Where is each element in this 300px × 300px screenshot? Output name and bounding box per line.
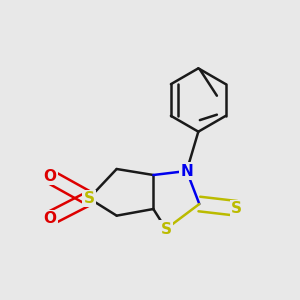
Text: S: S <box>231 201 242 216</box>
Text: O: O <box>44 169 56 184</box>
Text: N: N <box>180 164 193 178</box>
Text: S: S <box>160 221 172 236</box>
Text: S: S <box>83 191 94 206</box>
Text: O: O <box>44 211 56 226</box>
